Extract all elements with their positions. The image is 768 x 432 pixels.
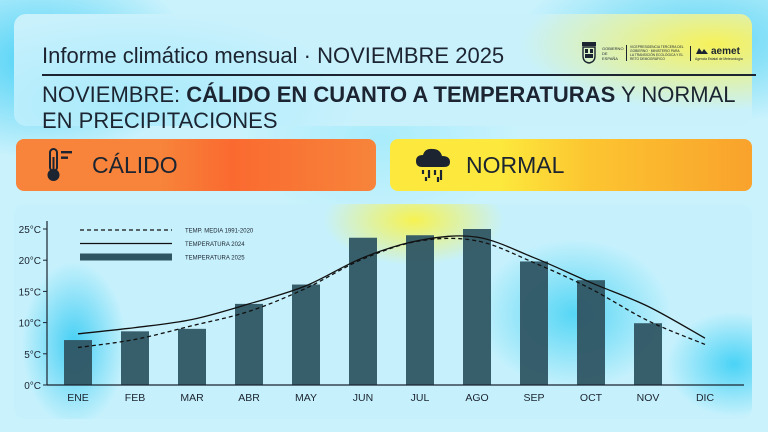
temperature-chart-panel: 25°C 20°C 15°C 10°C 5°C 0°C ENE FEB MAR ABR MAY JU… (14, 204, 752, 419)
temperature-card: CÁLIDO (16, 139, 376, 191)
x-tick-label-mar: MAR (180, 392, 204, 404)
y-tick-label: 15°C (19, 287, 41, 298)
bar-nov (634, 323, 662, 385)
y-tick-label: 20°C (19, 256, 41, 267)
legend-swatch-2025 (80, 253, 172, 261)
y-tick-label: 5°C (24, 350, 41, 361)
aemet-mark-icon (696, 48, 708, 54)
temperature-lines (77, 235, 706, 349)
x-tick-label-ene: ENE (67, 392, 89, 404)
ministry-text: VICEPRESIDENCIA TERCERA DEL GOBIERNO · M… (626, 44, 684, 62)
x-tick-label-jun: JUN (353, 392, 373, 404)
bar-ene (64, 340, 92, 385)
x-tick-label-nov: NOV (637, 392, 660, 404)
x-tick-label-oct: OCT (580, 392, 603, 404)
headline-prefix: NOVIEMBRE: (42, 82, 187, 107)
government-logo: GOBIERNO DE ESPAÑA (580, 42, 624, 64)
y-tick-label: 10°C (19, 319, 41, 330)
header-divider (42, 74, 756, 76)
government-text: GOBIERNO DE ESPAÑA (602, 45, 624, 61)
thermometer-icon (47, 148, 72, 181)
headline: NOVIEMBRE: CÁLIDO EN CUANTO A TEMPERATUR… (42, 82, 742, 134)
coat-of-arms-icon (582, 42, 596, 64)
x-tick-label-sep: SEP (523, 392, 544, 404)
header-panel: Informe climático mensual · NOVIEMBRE 20… (14, 14, 756, 133)
aemet-subtitle: Agencia Estatal de Meteorología (695, 56, 743, 61)
logos: GOBIERNO DE ESPAÑA VICEPRESIDENCIA TERCE… (580, 40, 743, 66)
precipitation-label: NORMAL (466, 151, 565, 178)
x-tick-label-feb: FEB (125, 392, 145, 404)
bar-abr (235, 303, 263, 385)
bar-ago (463, 229, 491, 385)
x-tick-label-dic: DIC (696, 392, 715, 404)
bar-sep (520, 261, 548, 385)
report-title: Informe climático mensual · NOVIEMBRE 20… (42, 43, 505, 68)
bar-feb (121, 331, 149, 385)
aemet-name: aemet (711, 45, 740, 57)
y-axis: 25°C 20°C 15°C 10°C 5°C 0°C (19, 221, 48, 392)
legend-label: TEMPERATURA 2025 (185, 256, 245, 262)
y-tick-label: 0°C (24, 381, 41, 392)
legend-label: TEMPERATURA 2024 (185, 242, 245, 248)
headline-suffix: Y NORMAL EN PRECIPITACIONES (42, 82, 735, 133)
bar-jun (349, 237, 377, 385)
x-tick-label-abr: ABR (238, 392, 260, 404)
temperature-chart: 25°C 20°C 15°C 10°C 5°C 0°C ENE FEB MAR ABR MAY JU… (19, 221, 744, 404)
aemet-logo: aemet Agencia Estatal de Meteorología (690, 45, 743, 61)
temperature-label: CÁLIDO (92, 151, 178, 178)
bar-mar (178, 328, 206, 385)
bar-may (292, 284, 320, 385)
bar-oct (577, 280, 605, 385)
x-tick-label-ago: AGO (465, 392, 488, 404)
headline-bold: CÁLIDO EN CUANTO A TEMPERATURAS (186, 82, 616, 107)
line-2024 (77, 235, 706, 339)
legend: TEMP. MEDIA 1991-2020 TEMPERATURA 2024 TEM… (80, 229, 254, 262)
rain-cloud-icon (416, 148, 450, 182)
legend-label: TEMP. MEDIA 1991-2020 (185, 229, 254, 235)
precipitation-card: NORMAL (390, 139, 752, 191)
bars-2025 (64, 229, 662, 385)
bar-jul (406, 235, 434, 385)
line-media-1991-2020 (77, 237, 706, 349)
x-axis: ENE FEB MAR ABR MAY JUN JUL AGO SEP OCT NOV DIC (47, 384, 744, 404)
x-tick-label-jul: JUL (411, 392, 430, 404)
y-tick-label: 25°C (19, 225, 41, 236)
x-tick-label-may: MAY (295, 392, 317, 404)
